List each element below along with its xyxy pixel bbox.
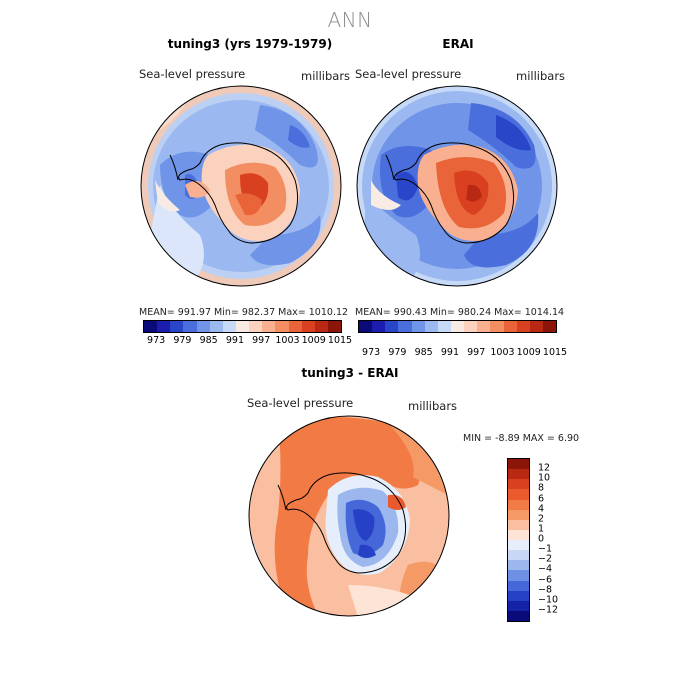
- colorbar-swatch: [529, 321, 543, 332]
- colorbar-tick-label: 1015: [327, 335, 353, 346]
- colorbar-tick-label: 10: [538, 472, 551, 484]
- colorbar-swatch: [477, 321, 491, 332]
- colorbar-swatch: [508, 540, 529, 551]
- colorbar-tick-label: −2: [538, 553, 553, 565]
- colorbar-swatch: [301, 321, 315, 332]
- panel-2-stats: MEAN= 990.43 Min= 980.24 Max= 1014.14: [355, 307, 565, 318]
- panel-2-variable-label: Sea-level pressure: [355, 67, 462, 81]
- panel-1-title: tuning3 (yrs 1979-1979): [167, 37, 333, 51]
- colorbar-tick-label: 979: [173, 335, 192, 346]
- colorbar-swatch: [508, 550, 529, 561]
- panel-1-stats: MEAN= 991.97 Min= 982.37 Max= 1010.12: [139, 307, 349, 318]
- colorbar-swatch: [508, 519, 529, 530]
- panel-2-title: ERAI: [442, 37, 474, 51]
- colorbar-swatch: [508, 610, 529, 621]
- colorbar-tick-label: −8: [538, 584, 553, 596]
- colorbar-swatch: [437, 321, 451, 332]
- panel-1-polar-map: [140, 85, 342, 287]
- colorbar-swatch: [144, 321, 158, 332]
- colorbar-swatch: [516, 321, 530, 332]
- colorbar-tick-label: 6: [538, 493, 545, 504]
- colorbar-swatch: [157, 321, 171, 332]
- panel-1-colorbar: [143, 320, 342, 333]
- colorbar-swatch: [508, 489, 529, 500]
- colorbar-tick-label: 0: [538, 533, 545, 545]
- colorbar-tick-label: 1: [538, 523, 545, 535]
- colorbar-tick-label: 985: [414, 347, 433, 358]
- panel-2-colorbar-ticks: 973 979 985 991 997 1003 1009 1015: [358, 347, 567, 359]
- colorbar-tick-label: 979: [388, 347, 407, 358]
- colorbar-tick-label: 1015: [542, 347, 568, 358]
- colorbar-swatch: [170, 321, 184, 332]
- colorbar-swatch: [372, 321, 386, 332]
- colorbar-swatch: [508, 479, 529, 490]
- colorbar-tick-label: −4: [538, 563, 553, 575]
- colorbar-tick-label: 12: [538, 462, 551, 474]
- colorbar-swatch: [275, 321, 289, 332]
- colorbar-swatch: [262, 321, 276, 332]
- colorbar-swatch: [398, 321, 412, 332]
- colorbar-swatch: [508, 560, 529, 571]
- colorbar-swatch: [450, 321, 465, 332]
- colorbar-tick-label: −1: [538, 543, 553, 555]
- colorbar-swatch: [508, 469, 529, 480]
- colorbar-tick-label: 1003: [275, 335, 300, 346]
- panel-3-variable-label: Sea-level pressure: [247, 396, 354, 410]
- colorbar-tick-label: 973: [147, 335, 166, 346]
- figure-title: ANN: [327, 8, 373, 32]
- colorbar-tick-label: −12: [538, 604, 559, 616]
- panel-2-polar-map: [356, 85, 558, 287]
- panel-3-title: tuning3 - ERAI: [301, 366, 399, 380]
- panel-2-colorbar: [358, 320, 557, 333]
- colorbar-tick-label: 1009: [516, 347, 541, 358]
- colorbar-tick-label: −10: [538, 594, 559, 606]
- colorbar-swatch: [490, 321, 504, 332]
- colorbar-swatch: [249, 321, 263, 332]
- colorbar-tick-label: 997: [252, 335, 271, 346]
- colorbar-swatch: [508, 499, 529, 510]
- colorbar-swatch: [209, 321, 223, 332]
- colorbar-swatch: [411, 321, 425, 332]
- colorbar-tick-label: −6: [538, 574, 553, 585]
- colorbar-swatch: [196, 321, 210, 332]
- colorbar-swatch: [542, 321, 557, 332]
- colorbar-swatch: [314, 321, 328, 332]
- colorbar-swatch: [508, 459, 529, 470]
- colorbar-swatch: [503, 321, 517, 332]
- colorbar-tick-label: 1009: [301, 335, 326, 346]
- colorbar-swatch: [359, 321, 373, 332]
- panel-2-units-label: millibars: [516, 69, 566, 83]
- panel-1-variable-label: Sea-level pressure: [139, 67, 246, 81]
- colorbar-tick-label: 991: [440, 347, 459, 358]
- colorbar-swatch: [424, 321, 438, 332]
- colorbar-swatch: [508, 570, 529, 581]
- colorbar-swatch: [464, 321, 478, 332]
- colorbar-swatch: [508, 509, 529, 520]
- colorbar-swatch: [508, 590, 529, 601]
- colorbar-swatch: [235, 321, 250, 332]
- colorbar-tick-label: 973: [362, 347, 381, 358]
- panel-1-colorbar-ticks: 973 979 985 991 997 1003 1009 1015: [143, 335, 352, 347]
- colorbar-swatch: [327, 321, 342, 332]
- colorbar-tick-label: 985: [199, 335, 218, 346]
- colorbar-swatch: [288, 321, 302, 332]
- colorbar-tick-label: 2: [538, 513, 545, 525]
- panel-3-polar-map: [248, 415, 450, 617]
- colorbar-swatch: [385, 321, 399, 332]
- panel-3-stats: MIN = -8.89 MAX = 6.90: [463, 433, 580, 444]
- panel-1-units-label: millibars: [301, 69, 351, 83]
- panel-3-units-label: millibars: [408, 399, 458, 413]
- colorbar-swatch: [183, 321, 197, 332]
- colorbar-tick-label: 1003: [490, 347, 515, 358]
- colorbar-swatch: [508, 580, 529, 591]
- colorbar-tick-label: 4: [538, 503, 545, 515]
- colorbar-tick-label: 991: [225, 335, 244, 346]
- colorbar-swatch: [222, 321, 236, 332]
- colorbar-tick-label: 8: [538, 482, 545, 494]
- colorbar-swatch: [508, 600, 529, 611]
- panel-3-colorbar-ticks: 12 10 8 6 4 2 1 0 −1 −2 −4 −6 −8 −10 −12: [538, 458, 578, 620]
- colorbar-swatch: [508, 529, 529, 540]
- colorbar-tick-label: 997: [467, 347, 486, 358]
- panel-3-colorbar: [507, 458, 530, 622]
